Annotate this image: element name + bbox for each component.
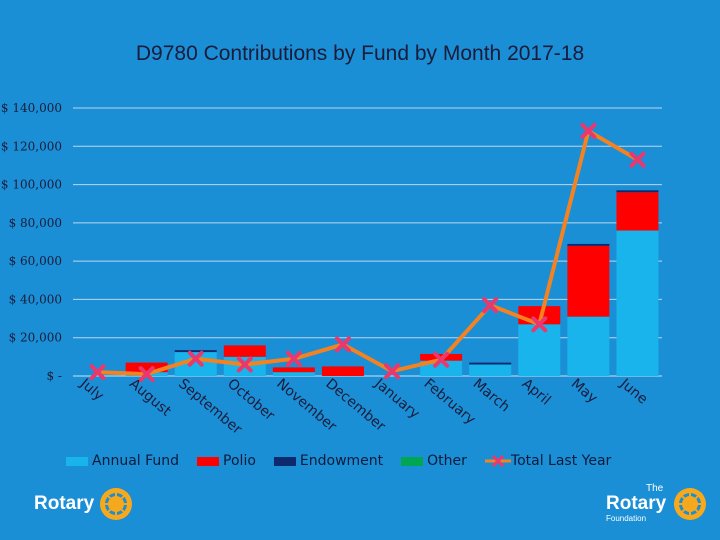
legend-label-annual-fund: Annual Fund [92, 453, 180, 469]
line-marker [187, 350, 204, 367]
x-tick-label: February [421, 376, 479, 428]
line-total-last-year [97, 128, 639, 377]
line-marker [384, 363, 401, 380]
bar-polio [616, 192, 659, 231]
y-tick-label: $ 60,000 [9, 254, 62, 268]
bar-annual-fund [420, 360, 463, 376]
y-tick-label: $ - [46, 369, 62, 383]
y-tick-label: $ 20,000 [9, 331, 62, 345]
bar-annual-fund [518, 324, 561, 376]
legend-swatch-other [401, 456, 424, 466]
bar-polio [125, 362, 168, 373]
legend-item-annual-fund: Annual Fund [66, 453, 179, 469]
rotary-logo-left: Rotary [34, 486, 134, 522]
legend-item-polio: Polio [197, 453, 256, 469]
bar-endowment [469, 362, 512, 365]
y-tick-label: $ 100,000 [1, 178, 62, 192]
rotary-foundation-logo: The Rotary Foundation [606, 484, 708, 523]
legend-swatch-annual-fund [66, 456, 88, 466]
bar-polio [567, 245, 610, 317]
bar-endowment [567, 243, 610, 246]
bar-polio [272, 367, 315, 373]
bar-annual-fund [616, 230, 659, 376]
chart-canvas: $ - $ 20,000 $ 40,000 $ 60,000 $ 80,000 $ 100… [1, 101, 662, 438]
legend-item-endowment: Endowment [273, 453, 384, 469]
rotary-wordmark: Rotary [34, 493, 95, 514]
legend-swatch-endowment [273, 456, 296, 466]
line-marker [482, 297, 499, 314]
legend-label-polio: Polio [223, 453, 256, 469]
legend-label-other: Other [427, 453, 467, 469]
y-tick-label: $ 120,000 [1, 139, 62, 153]
line-marker [89, 364, 106, 381]
rotary-wheel-icon [674, 487, 707, 520]
legend-swatch-polio [197, 456, 220, 466]
legend-item-other: Other [401, 453, 467, 469]
legend-line-marker-icon [484, 454, 511, 468]
x-tick-label: August [126, 376, 174, 420]
x-tick-label: March [470, 376, 513, 416]
legend-label-endowment: Endowment [299, 453, 384, 469]
y-tick-label: $ 80,000 [9, 216, 62, 230]
line-marker [433, 351, 450, 368]
bar-endowment [174, 350, 217, 353]
bar-annual-fund [567, 316, 610, 376]
bar-annual-fund [469, 364, 512, 376]
foundation-sub-text: Foundation [606, 514, 647, 523]
bar-endowment [616, 190, 659, 193]
line-marker [531, 316, 548, 333]
foundation-rotary-text: Rotary [606, 493, 667, 514]
bar-polio [223, 345, 266, 357]
line-marker [629, 151, 646, 168]
line-marker [236, 356, 253, 373]
bar-polio [321, 366, 364, 376]
foundation-the-text: The [646, 483, 664, 494]
chart-title: D9780 Contributions by Fund by Month 201… [135, 42, 585, 65]
y-tick-label: $ 40,000 [9, 292, 62, 306]
y-tick-label: $ 140,000 [1, 101, 62, 115]
bar-annual-fund [272, 372, 315, 376]
foundation-wordmark: The Rotary Foundation [606, 483, 667, 524]
line-marker [580, 122, 597, 139]
x-tick-label: April [519, 376, 554, 409]
x-tick-label: July [76, 375, 106, 404]
rotary-wheel-icon [100, 488, 133, 520]
line-marker [138, 366, 155, 383]
legend-item-total-last-year: Total Last Year [484, 453, 612, 469]
legend-label-total-last-year: Total Last Year [510, 453, 612, 469]
line-marker [334, 336, 351, 353]
x-tick-label: May [568, 376, 600, 407]
line-marker [285, 350, 302, 367]
x-tick-label: June [616, 375, 650, 408]
legend: Annual Fund Polio Endowment Other Total … [66, 451, 629, 471]
